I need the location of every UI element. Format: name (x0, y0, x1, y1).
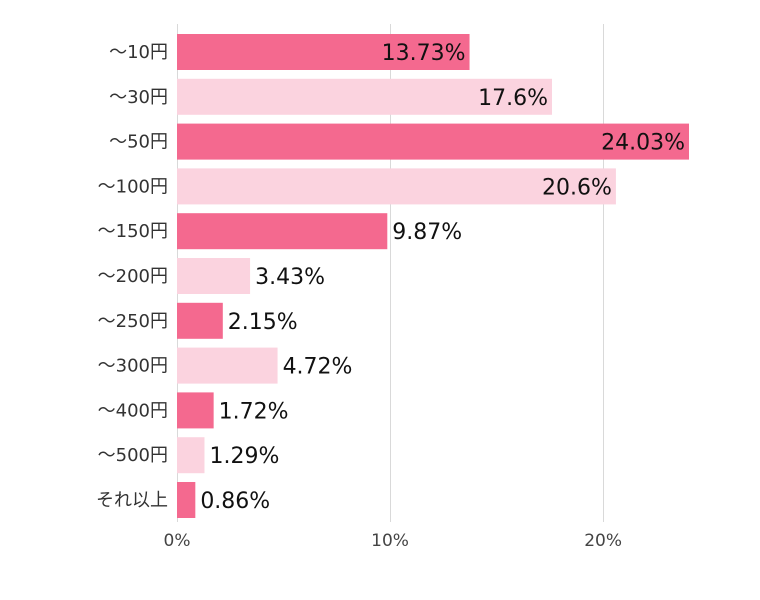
category-label: ～250円 (98, 311, 168, 332)
category-label: ～100円 (98, 176, 168, 197)
category-label: ～30円 (109, 87, 168, 108)
bar (177, 437, 205, 474)
bar (177, 482, 196, 518)
bar (177, 258, 251, 294)
bar (177, 302, 223, 339)
x-tick-label: 10% (371, 531, 409, 551)
value-labels: 13.73% 17.6% 24.03% 20.6% 9.87% 3.43% 2.15% 4.7… (200, 41, 685, 514)
category-label: ～50円 (109, 132, 168, 153)
category-label: ～200円 (98, 266, 168, 287)
bar (177, 34, 470, 70)
data-label: 13.73% (382, 41, 466, 66)
bar (177, 168, 616, 205)
data-label: 0.86% (200, 489, 270, 514)
x-axis-tick-labels: 0% 10% 20% (164, 531, 623, 551)
category-label: ～500円 (98, 445, 168, 466)
category-label: それ以上 (96, 490, 168, 511)
category-label: ～300円 (98, 356, 168, 377)
category-label: ～10円 (109, 42, 168, 63)
bar (177, 78, 552, 115)
data-label: 2.15% (228, 310, 298, 335)
bar (177, 213, 388, 250)
bar (177, 347, 278, 384)
data-label: 1.29% (209, 444, 279, 469)
category-label: ～150円 (98, 221, 168, 242)
data-label: 1.72% (219, 399, 289, 424)
data-label: 9.87% (392, 220, 462, 245)
data-label: 3.43% (255, 265, 325, 290)
x-tick-label: 0% (164, 531, 191, 551)
data-label: 4.72% (283, 355, 353, 380)
category-label: ～400円 (98, 400, 168, 421)
data-label: 24.03% (601, 131, 685, 156)
bar (177, 123, 689, 160)
data-label: 20.6% (542, 175, 612, 200)
x-tick-label: 20% (584, 531, 622, 551)
data-label: 17.6% (478, 86, 548, 111)
category-labels: ～10円 ～30円 ～50円 ～100円 ～150円 ～200円 ～250円 ～300円 ～40… (96, 42, 168, 511)
bars (177, 34, 689, 518)
bar (177, 392, 214, 429)
